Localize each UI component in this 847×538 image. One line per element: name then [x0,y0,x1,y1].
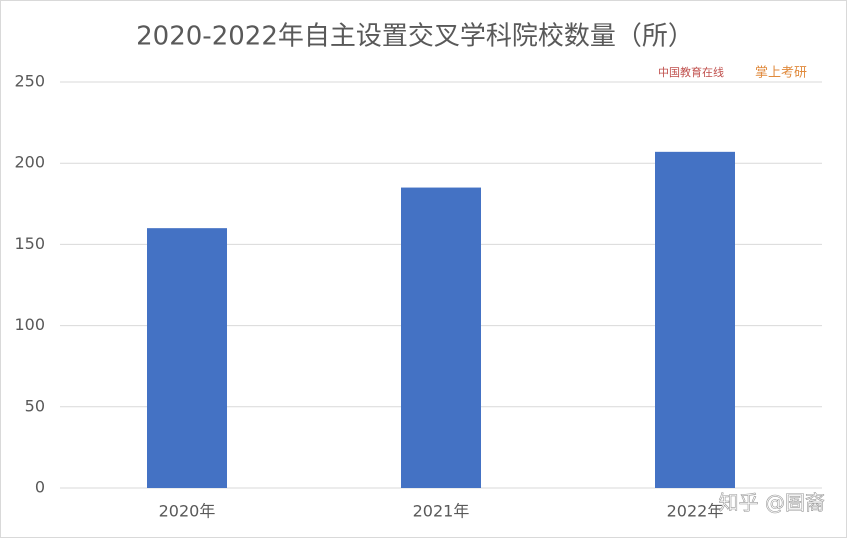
y-tick-label: 250 [14,72,45,91]
bar [655,151,735,488]
y-tick-label: 0 [35,478,45,497]
y-tick-label: 200 [14,153,45,172]
y-tick-label: 50 [25,396,45,415]
y-tick-label: 150 [14,234,45,253]
x-tick-label: 2022年 [667,502,724,521]
watermark: 中国教育在线 [658,65,724,79]
x-tick-label: 2020年 [159,502,216,521]
watermark: 掌上考研 [755,66,807,81]
watermark: 知乎 @圄裔 [719,491,825,515]
chart-title: 2020-2022年自主设置交叉学科院校数量（所） [136,22,694,52]
bar [401,187,481,488]
x-tick-label: 2021年 [413,502,470,521]
y-tick-label: 100 [14,315,45,334]
bar [147,228,227,488]
